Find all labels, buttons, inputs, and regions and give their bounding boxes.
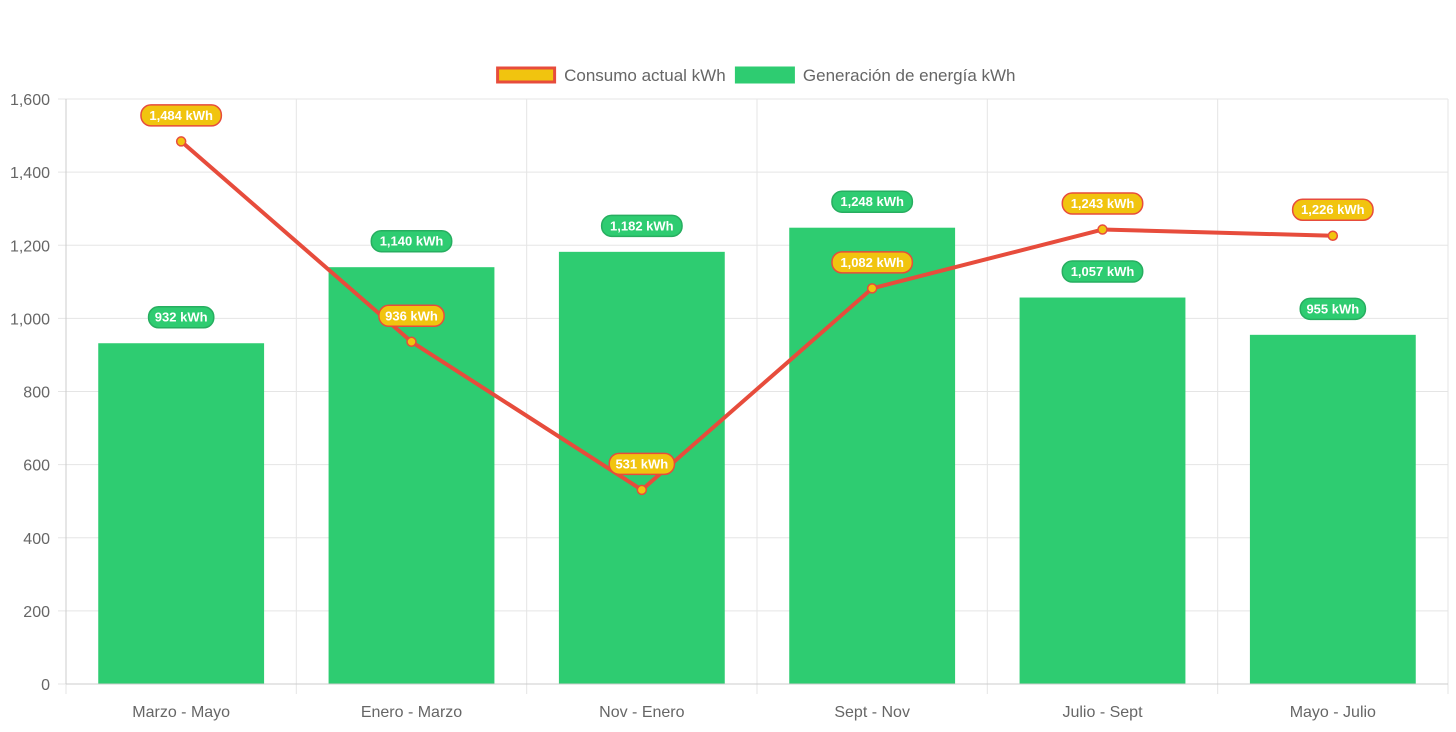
line-data-label: 1,082 kWh [831, 251, 914, 274]
legend-swatch [734, 66, 795, 84]
line-data-label-bg [378, 304, 445, 328]
x-tick-label: Mayo - Julio [1290, 704, 1376, 721]
line-data-label-bg [1291, 198, 1374, 221]
bar-data-label: 1,140 kWh [370, 229, 453, 253]
bar-data-label-bg [600, 214, 683, 238]
line-data-label-text: 1,484 kWh [149, 108, 213, 123]
line-data-label: 1,484 kWh [140, 104, 223, 127]
line-data-label: 936 kWh [378, 304, 445, 328]
line-data-label-text: 1,082 kWh [840, 255, 904, 270]
bar-data-label-text: 1,248 kWh [840, 194, 904, 209]
bar[interactable] [1249, 334, 1416, 684]
line-data-label: 1,243 kWh [1061, 192, 1144, 215]
bar-data-label: 1,248 kWh [831, 190, 914, 213]
line-data-label-text: 1,243 kWh [1071, 196, 1135, 211]
legend-item[interactable]: Generación de energía kWh [734, 66, 1016, 85]
x-tick-label: Sept - Nov [834, 704, 910, 721]
y-tick-label: 1,400 [10, 165, 50, 182]
y-tick-label: 800 [23, 385, 50, 402]
line-data-label-bg [140, 104, 223, 127]
data-labels: 932 kWh 1,140 kWh 1,182 kWh 1,248 kWh 1,057 … [140, 104, 1374, 476]
y-tick-label: 200 [23, 604, 50, 621]
line-point[interactable] [406, 336, 417, 348]
axes: 0 200 400 600 800 1,000 1,200 1,400 1,600 Marzo -… [10, 92, 1448, 721]
bar-data-label: 932 kWh [147, 305, 215, 329]
line-data-label-text: 936 kWh [385, 308, 438, 323]
line-point[interactable] [866, 283, 878, 294]
bar-data-label-bg [370, 229, 453, 253]
line-point[interactable] [1097, 224, 1108, 235]
legend-label: Generación de energía kWh [803, 66, 1016, 85]
bar-data-label: 1,182 kWh [600, 214, 683, 238]
legend-item[interactable]: Consumo actual kWh [496, 66, 726, 85]
bar-data-label: 955 kWh [1299, 297, 1367, 321]
y-tick-label: 0 [41, 677, 50, 694]
y-tick-label: 1,600 [10, 92, 50, 109]
bar[interactable] [98, 343, 265, 684]
legend-swatch [496, 66, 557, 84]
bar-data-label-text: 1,140 kWh [380, 234, 444, 249]
line-series [175, 136, 1339, 496]
bar-data-label-text: 1,182 kWh [610, 218, 674, 233]
bar-data-label-text: 955 kWh [1306, 301, 1359, 316]
y-tick-label: 400 [23, 531, 50, 548]
x-tick-label: Nov - Enero [599, 704, 684, 721]
line-data-label-bg [831, 251, 914, 274]
bar[interactable] [1019, 297, 1186, 684]
grid [58, 98, 1449, 694]
line-point[interactable] [1327, 230, 1339, 241]
y-tick-label: 1,000 [10, 311, 50, 328]
bar[interactable] [789, 227, 956, 684]
bar-data-label-text: 932 kWh [155, 310, 208, 325]
line-path [179, 139, 1335, 492]
bar-data-label-bg [147, 305, 215, 329]
line-data-label-bg [608, 452, 676, 476]
line-data-label: 531 kWh [608, 452, 676, 476]
bar-data-label-bg [1299, 297, 1367, 321]
line-data-label-text: 1,226 kWh [1301, 202, 1365, 217]
y-tick-label: 600 [23, 458, 50, 475]
bar-data-label-text: 1,057 kWh [1071, 264, 1135, 279]
bar-series [98, 227, 1416, 685]
bar-data-label-bg [831, 190, 914, 213]
legend[interactable]: Consumo actual kWh Generación de energía … [496, 66, 1016, 85]
line-data-label-text: 531 kWh [615, 456, 668, 471]
legend-label: Consumo actual kWh [564, 66, 726, 85]
bar-data-label: 1,057 kWh [1061, 260, 1144, 283]
y-tick-label: 1,200 [10, 238, 50, 255]
bar-data-label-bg [1061, 260, 1144, 283]
x-tick-label: Julio - Sept [1062, 704, 1143, 721]
bar[interactable] [328, 267, 495, 684]
x-tick-label: Enero - Marzo [361, 704, 462, 721]
line-data-label: 1,226 kWh [1291, 198, 1374, 221]
line-data-label-bg [1061, 192, 1144, 215]
line-point[interactable] [636, 484, 648, 496]
x-tick-label: Marzo - Mayo [132, 704, 230, 721]
line-point[interactable] [175, 136, 187, 147]
